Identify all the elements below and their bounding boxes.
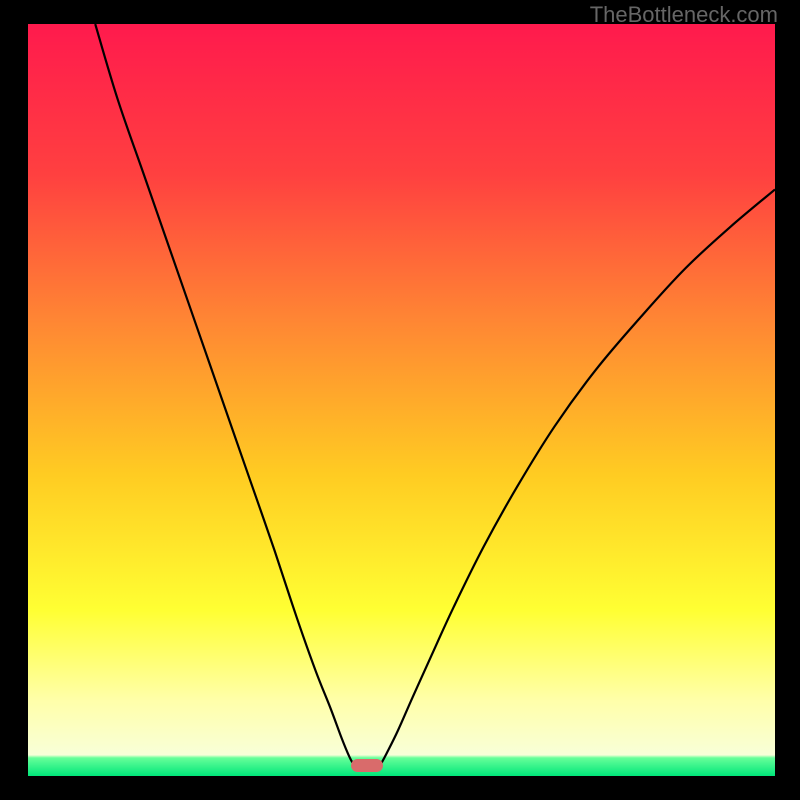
- bottleneck-marker: [351, 759, 383, 772]
- curve-right: [381, 189, 775, 764]
- chart-plot-area: [28, 24, 775, 776]
- curve-left: [95, 24, 353, 765]
- watermark-text: TheBottleneck.com: [590, 2, 778, 28]
- curve-svg: [28, 24, 775, 776]
